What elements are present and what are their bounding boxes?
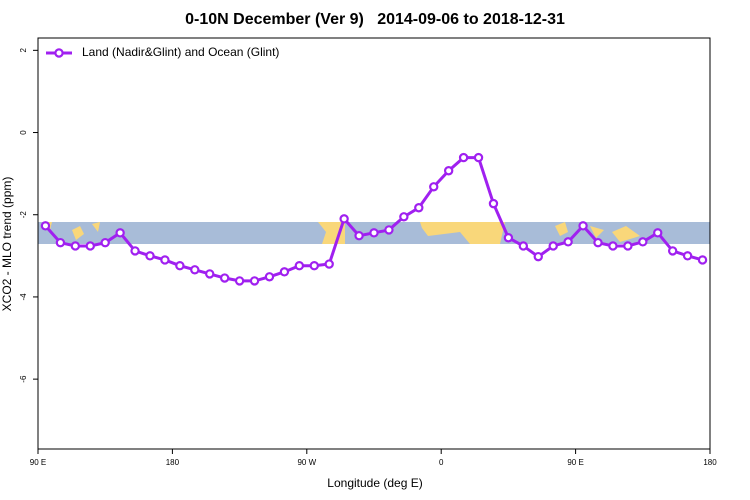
y-tick-label: -4 xyxy=(19,293,28,301)
data-point xyxy=(279,267,290,277)
data-point xyxy=(638,237,648,247)
x-tick-label: 90 E xyxy=(30,458,46,467)
data-point xyxy=(190,265,200,275)
data-point xyxy=(264,272,275,282)
data-point xyxy=(488,198,499,209)
data-point xyxy=(40,221,51,231)
data-point xyxy=(578,221,588,231)
data-point xyxy=(294,260,305,271)
legend: Land (Nadir&Glint) and Ocean (Glint) xyxy=(46,45,279,59)
data-point xyxy=(399,212,409,222)
data-point xyxy=(697,255,708,265)
series-line xyxy=(44,156,703,283)
y-tick-label: -6 xyxy=(19,375,28,383)
data-point xyxy=(130,246,140,256)
data-point xyxy=(55,237,66,248)
data-point xyxy=(653,228,663,238)
data-point xyxy=(548,241,558,251)
x-axis-label: Longitude (deg E) xyxy=(327,476,422,490)
data-point xyxy=(518,241,529,251)
x-tick-label: 180 xyxy=(703,458,717,467)
chart-title: 0-10N December (Ver 9) 2014-09-06 to 201… xyxy=(185,11,565,28)
data-point xyxy=(369,228,379,238)
data-point xyxy=(309,260,319,271)
data-point xyxy=(533,251,543,262)
y-axis-label: XCO2 - MLO trend (ppm) xyxy=(0,177,14,312)
data-point xyxy=(667,246,678,256)
y-tick-label: -2 xyxy=(19,211,28,219)
x-tick-label: 180 xyxy=(166,458,180,467)
plot-frame xyxy=(37,37,711,450)
data-point xyxy=(234,276,245,286)
data-point xyxy=(175,260,185,271)
data-point xyxy=(324,259,334,269)
data-point xyxy=(593,237,603,248)
data-point xyxy=(354,230,364,241)
data-point xyxy=(473,152,484,163)
data-point xyxy=(100,237,110,248)
data-point xyxy=(414,203,424,213)
data-point xyxy=(443,166,454,176)
data-point xyxy=(503,233,514,243)
data-point xyxy=(160,255,170,265)
x-tick-label: 0 xyxy=(439,458,444,467)
x-tick-label: 90 E xyxy=(567,458,583,467)
data-point xyxy=(219,273,230,283)
legend-label: Land (Nadir&Glint) and Ocean (Glint) xyxy=(82,45,279,59)
data-point xyxy=(115,228,125,238)
y-tick-label: 2 xyxy=(19,48,28,53)
y-tick-label: 0 xyxy=(19,130,28,135)
data-point xyxy=(205,269,215,279)
data-point xyxy=(339,214,349,224)
data-point xyxy=(682,251,693,261)
data-point xyxy=(85,241,95,251)
data-point xyxy=(145,251,155,261)
data-point xyxy=(249,276,260,286)
data-point xyxy=(563,237,573,247)
data-point xyxy=(608,241,618,251)
legend-marker xyxy=(54,48,64,58)
data-point xyxy=(70,241,81,251)
data-point xyxy=(429,182,439,192)
data-point xyxy=(458,152,469,163)
data-point xyxy=(623,241,633,251)
data-point xyxy=(384,225,394,235)
x-tick-label: 90 W xyxy=(297,458,316,467)
